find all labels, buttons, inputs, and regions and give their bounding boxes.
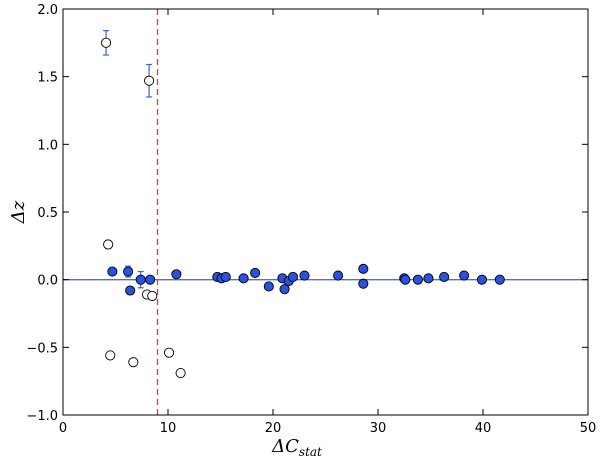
filled-point [400,274,411,285]
filled-point [494,274,505,285]
y-tick-label: 2.0 [37,3,58,18]
open-point [144,75,155,86]
y-axis-label: Δz [8,200,29,224]
open-point [103,239,114,250]
y-tick-label: −1.0 [26,409,58,424]
filled-point [299,270,310,281]
filled-point [423,273,434,284]
y-tick-label: 0.5 [37,206,58,221]
open-point [128,357,139,368]
filled-point [358,263,369,274]
filled-point [412,274,423,285]
filled-point [287,271,299,283]
filled-point [279,284,290,295]
filled-point [220,271,231,283]
y-tick-label: 1.0 [37,138,58,153]
y-tick-label: 0.0 [37,274,58,289]
filled-point [171,269,182,280]
open-point [105,350,116,361]
filled-point [459,270,470,281]
filled-point [476,274,488,285]
filled-point [123,266,134,277]
filled-point [125,285,136,296]
x-tick-label: 20 [265,421,282,436]
x-axis-label-main: ΔC [271,436,299,457]
x-tick-label: 30 [370,421,387,436]
filled-point [263,281,274,292]
x-tick-label: 0 [59,421,67,436]
open-point [163,347,175,358]
filled-point [107,266,118,277]
open-point [175,367,186,379]
x-tick-label: 40 [475,421,492,436]
filled-point [145,274,156,285]
plot-frame [62,8,589,416]
x-tick-label: 10 [160,421,177,436]
open-point [147,290,158,301]
filled-point [135,274,146,285]
filled-point [439,271,450,283]
open-point [101,37,112,48]
y-tick-label: −0.5 [26,341,58,356]
filled-point [238,273,249,284]
filled-point [250,267,261,278]
x-axis-label: ΔCstat [271,436,322,459]
y-tick-label: 1.5 [37,71,58,86]
x-tick-label: 50 [580,421,597,436]
filled-point [333,270,344,281]
x-axis-label-sub: stat [299,445,322,459]
filled-point [358,278,369,289]
